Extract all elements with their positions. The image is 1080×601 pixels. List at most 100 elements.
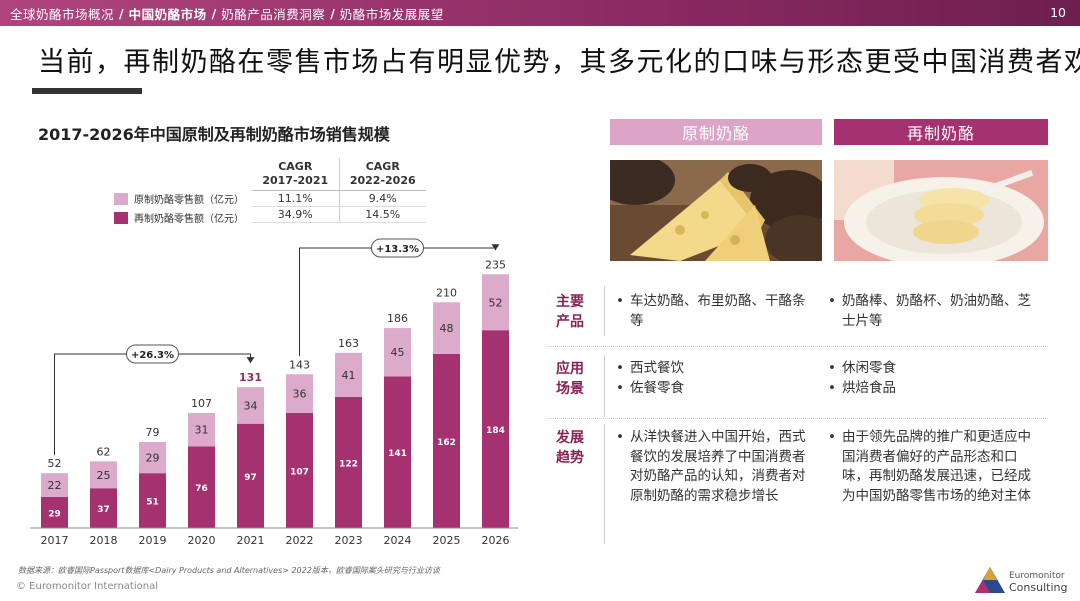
- bar-segment-natural: [237, 387, 264, 424]
- growth-arrowhead: [491, 244, 500, 251]
- row-divider: [604, 355, 605, 417]
- cagr-cell: 9.4%: [338, 190, 426, 207]
- x-tick-label: 2024: [384, 534, 412, 547]
- data-label-natural: 48: [440, 322, 454, 335]
- legend-swatch: [114, 192, 128, 205]
- data-label-natural: 41: [342, 369, 356, 382]
- bar-segment-natural: [335, 352, 362, 397]
- growth-label: +26.3%: [131, 350, 174, 361]
- x-tick-label: 2017: [41, 534, 69, 547]
- page-number: 10: [1050, 5, 1066, 20]
- bar-segment-processed: [139, 473, 166, 528]
- legend-item-processed: 再制奶酪零售额（亿元）: [114, 208, 244, 227]
- bullet-item: 烘焙食品: [828, 379, 1044, 399]
- data-label-total: 107: [191, 397, 212, 410]
- bar-segment-natural: [139, 442, 166, 474]
- cagr-header-text: CAGR 2017-2021: [262, 159, 329, 187]
- bar-segment-processed: [90, 488, 117, 528]
- page-headline: 当前，再制奶酪在零售市场占有明显优势，其多元化的口味与形态更受中国消费者欢迎: [38, 47, 1080, 78]
- row-label-trends: 发展 趋势: [548, 428, 592, 468]
- breadcrumb-separator: /: [330, 5, 335, 21]
- breadcrumb-item[interactable]: 全球奶酪市场概况: [10, 6, 115, 22]
- cagr-cell: 34.9%: [252, 206, 339, 223]
- x-tick-label: 2022: [286, 534, 314, 547]
- x-tick-label: 2025: [433, 534, 461, 547]
- row-separator: [548, 418, 1048, 419]
- breadcrumb-item[interactable]: 奶酪产品消费洞察: [221, 6, 326, 22]
- legend-label: 原制奶酪零售额（亿元）: [134, 195, 244, 206]
- row-label-text: 发展 趋势: [556, 430, 584, 466]
- row-label-products: 主要 产品: [548, 292, 592, 332]
- bar-segment-natural: [286, 374, 313, 413]
- column-header-processed: 再制奶酪: [834, 119, 1048, 145]
- growth-label: +13.3%: [376, 244, 419, 255]
- data-label-processed: 184: [486, 426, 505, 436]
- cagr-table: CAGR 2017-2021 CAGR 2022-2026 11.1% 9.4%…: [252, 158, 426, 223]
- data-label-processed: 122: [339, 459, 358, 469]
- growth-badge: [126, 344, 179, 364]
- bar-segment-processed: [41, 496, 68, 528]
- data-label-natural: 29: [146, 452, 160, 465]
- x-tick-label: 2023: [335, 534, 363, 547]
- x-tick-label: 2026: [482, 534, 510, 547]
- growth-bracket-line: [54, 353, 251, 456]
- growth-arrowhead: [246, 357, 255, 364]
- products-natural: 车达奶酪、布里奶酪、干酪条等: [616, 292, 808, 331]
- cheese-wedges-photo: [610, 160, 822, 261]
- data-label-processed: 29: [48, 509, 61, 519]
- logo-line-1: Euromonitor: [1009, 571, 1065, 581]
- bar-segment-processed: [286, 412, 313, 528]
- breadcrumb-separator: /: [119, 5, 124, 21]
- data-label-processed: 162: [437, 438, 456, 448]
- cagr-header-1: CAGR 2017-2021: [252, 158, 339, 191]
- cagr-cell: 11.1%: [252, 190, 339, 207]
- row-label-text: 应用 场景: [556, 361, 584, 397]
- data-label-total: 79: [146, 426, 160, 439]
- bar-segment-natural: [482, 274, 509, 331]
- cagr-cell: 14.5%: [338, 206, 426, 223]
- data-label-total: 186: [387, 312, 408, 325]
- x-tick-label: 2019: [139, 534, 167, 547]
- bar-segment-natural: [433, 302, 460, 354]
- data-label-processed: 141: [388, 449, 407, 459]
- chart-legend: 原制奶酪零售额（亿元） 再制奶酪零售额（亿元）: [114, 189, 244, 227]
- data-label-natural: 52: [489, 296, 503, 309]
- data-label-processed: 76: [195, 484, 208, 494]
- scenarios-processed: 休闲零食 烘焙食品: [828, 359, 1044, 398]
- bullet-item: 从洋快餐进入中国开始，西式餐饮的发展培养了中国消费者对奶酪产品的认知，消费者对原…: [616, 428, 808, 506]
- bar-segment-processed: [188, 446, 215, 528]
- data-label-natural: 34: [244, 399, 258, 412]
- bar-segment-natural: [41, 473, 68, 497]
- data-label-natural: 36: [293, 388, 307, 401]
- logo-text: Euromonitor Consulting: [1009, 571, 1067, 593]
- top-nav-bar: 全球奶酪市场概况 / 中国奶酪市场 / 奶酪产品消费洞察 / 奶酪市场发展展望 …: [0, 0, 1080, 26]
- bar-segment-processed: [237, 423, 264, 528]
- legend-swatch: [114, 211, 128, 224]
- cheese-sticks-photo: [834, 160, 1048, 261]
- scenarios-natural: 西式餐饮 佐餐零食: [616, 359, 808, 398]
- data-label-processed: 51: [146, 498, 159, 508]
- row-divider: [604, 424, 605, 544]
- data-label-processed: 107: [290, 467, 309, 477]
- data-label-natural: 45: [391, 346, 405, 359]
- data-source-note: 数据来源：欧睿国际Passport数据库<Dairy Products and …: [18, 566, 440, 575]
- breadcrumb-item-active[interactable]: 中国奶酪市场: [128, 6, 207, 22]
- data-label-total: 143: [289, 358, 310, 371]
- bar-segment-processed: [482, 330, 509, 528]
- row-divider: [604, 286, 605, 336]
- column-header-natural: 原制奶酪: [610, 119, 822, 145]
- data-label-natural: 31: [195, 424, 209, 437]
- bullet-item: 休闲零食: [828, 359, 1044, 379]
- bar-segment-processed: [384, 376, 411, 528]
- bullet-item: 车达奶酪、布里奶酪、干酪条等: [616, 292, 808, 331]
- legend-item-natural: 原制奶酪零售额（亿元）: [114, 189, 244, 208]
- trends-natural: 从洋快餐进入中国开始，西式餐饮的发展培养了中国消费者对奶酪产品的认知，消费者对原…: [616, 428, 808, 506]
- breadcrumb-item[interactable]: 奶酪市场发展展望: [339, 6, 444, 22]
- x-tick-label: 2020: [188, 534, 216, 547]
- chart-title: 2017-2026年中国原制及再制奶酪市场销售规模: [38, 125, 390, 144]
- row-label-scenarios: 应用 场景: [548, 359, 592, 399]
- data-label-total: 210: [436, 286, 457, 299]
- bullet-item: 佐餐零食: [616, 379, 808, 399]
- copyright: © Euromonitor International: [16, 581, 158, 592]
- data-label-total: 235: [485, 258, 506, 271]
